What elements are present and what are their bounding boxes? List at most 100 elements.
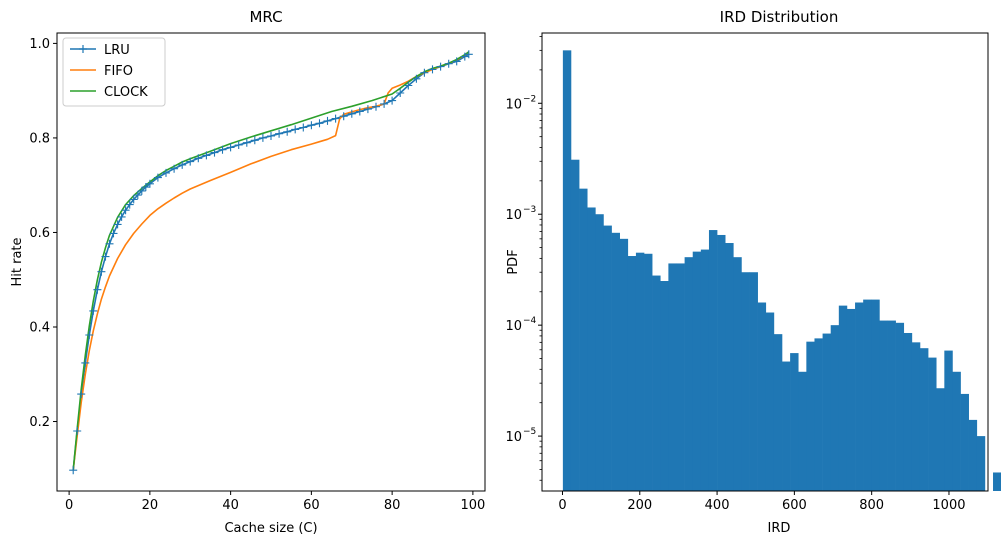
histogram-bar bbox=[668, 263, 677, 491]
histogram-bar bbox=[838, 305, 848, 491]
legend-lru-label: LRU bbox=[104, 43, 130, 58]
y-tick-label: 10 bbox=[505, 319, 522, 334]
histogram-bar bbox=[936, 388, 945, 491]
lru-point-marker bbox=[117, 212, 126, 221]
lru-point-marker bbox=[404, 81, 413, 90]
lru-point-marker bbox=[242, 138, 251, 147]
histogram-bar bbox=[806, 341, 815, 491]
histogram-bar bbox=[579, 188, 588, 491]
lru-point-marker bbox=[315, 119, 324, 128]
y-tick-label: 0.2 bbox=[29, 415, 50, 430]
x-tick-label: 20 bbox=[142, 498, 159, 513]
lru-point-marker bbox=[109, 229, 118, 238]
lru-point-marker bbox=[291, 125, 300, 134]
mrc-legend: LRU FIFO CLOCK bbox=[62, 37, 166, 107]
ird-axes-frame bbox=[541, 32, 989, 492]
histogram-bar bbox=[968, 419, 978, 491]
histogram-bar bbox=[928, 357, 937, 491]
legend-fifo-label: FIFO bbox=[104, 64, 133, 79]
histogram-bar bbox=[887, 320, 896, 491]
legend-clock-label: CLOCK bbox=[104, 85, 148, 100]
histogram-bar bbox=[960, 393, 969, 491]
lru-point-marker bbox=[77, 390, 86, 399]
histogram-bar bbox=[782, 361, 791, 491]
histogram-bar bbox=[708, 230, 718, 492]
lru-point-marker bbox=[97, 267, 106, 276]
lru-point-marker bbox=[93, 285, 102, 294]
lru-point-marker bbox=[202, 151, 211, 160]
y-tick-exponent: −3 bbox=[523, 205, 536, 215]
lru-point-marker bbox=[275, 129, 284, 138]
ird-y-ticks: 10−510−410−310−2 bbox=[505, 36, 542, 481]
histogram-bar bbox=[773, 334, 783, 491]
histogram-bar bbox=[611, 232, 620, 492]
histogram-bar bbox=[911, 342, 921, 491]
mrc-axes-frame bbox=[56, 32, 486, 492]
histogram-bar bbox=[895, 322, 905, 491]
lru-point-marker bbox=[89, 306, 98, 315]
y-tick-label: 1.0 bbox=[29, 37, 50, 52]
lru-point-marker bbox=[170, 164, 179, 173]
mrc-y-axis-label: Hit rate bbox=[10, 237, 25, 286]
lru-point-marker bbox=[226, 143, 235, 152]
lru-point-marker bbox=[194, 154, 203, 163]
lru-point-marker bbox=[101, 252, 110, 261]
ird-x-axis-label: IRD bbox=[768, 521, 791, 536]
mrc-y-ticks: 0.2 0.4 0.6 0.8 1.0 bbox=[29, 37, 57, 430]
lru-point-marker bbox=[178, 160, 187, 169]
histogram-bar bbox=[871, 299, 880, 491]
lru-point-marker bbox=[428, 65, 437, 74]
histogram-bar bbox=[627, 256, 637, 491]
histogram-bar bbox=[822, 333, 832, 491]
lru-point-marker bbox=[137, 186, 146, 195]
histogram-bar bbox=[595, 214, 604, 491]
lru-point-marker bbox=[331, 114, 340, 123]
legend-lru-marker bbox=[79, 45, 87, 53]
y-tick-label: 10 bbox=[505, 97, 522, 112]
lru-point-marker bbox=[396, 89, 405, 97]
lru-point-marker bbox=[299, 123, 308, 132]
y-tick-label: 10 bbox=[505, 208, 522, 223]
lru-point-marker bbox=[412, 74, 421, 83]
lru-point-marker bbox=[372, 102, 380, 111]
lru-point-marker bbox=[283, 127, 292, 136]
lru-point-marker bbox=[153, 173, 162, 182]
lru-point-marker bbox=[121, 206, 130, 215]
histogram-bar bbox=[644, 253, 653, 491]
ird-chart: IRD Distribution 0 200 400 600 800 1000 10 −51… bbox=[505, 8, 1001, 536]
histogram-bar bbox=[814, 338, 823, 491]
histogram-bar bbox=[790, 353, 799, 491]
lru-point-marker bbox=[388, 96, 397, 105]
histogram-bar bbox=[952, 371, 961, 491]
y-tick-exponent: −4 bbox=[523, 316, 537, 326]
histogram-bar bbox=[562, 50, 572, 491]
ird-histogram-bars bbox=[562, 50, 1001, 492]
histogram-bar bbox=[676, 263, 685, 491]
series-line-lru bbox=[72, 53, 470, 471]
mrc-lru-markers bbox=[69, 50, 473, 475]
histogram-bar bbox=[603, 225, 612, 491]
x-tick-label: 40 bbox=[222, 498, 239, 513]
x-tick-label: 60 bbox=[303, 498, 320, 513]
lru-point-marker bbox=[141, 183, 150, 192]
x-tick-label: 1000 bbox=[932, 498, 965, 513]
histogram-bar bbox=[717, 234, 726, 491]
histogram-bar bbox=[798, 371, 807, 491]
mrc-title: MRC bbox=[249, 8, 282, 26]
histogram-bar bbox=[976, 436, 986, 491]
lru-point-marker bbox=[452, 57, 461, 66]
histogram-bar bbox=[846, 308, 856, 491]
lru-point-marker bbox=[81, 358, 90, 367]
lru-point-marker bbox=[347, 109, 356, 118]
histogram-bar bbox=[993, 472, 1001, 491]
x-tick-label: 600 bbox=[782, 498, 807, 513]
histogram-bar bbox=[733, 257, 742, 491]
ird-y-axis-label: PDF bbox=[506, 249, 521, 274]
lru-point-marker bbox=[234, 141, 243, 149]
histogram-bar bbox=[700, 249, 710, 491]
x-tick-label: 0 bbox=[65, 498, 73, 513]
histogram-bar bbox=[944, 350, 953, 491]
series-line-clock bbox=[72, 51, 470, 471]
y-tick-label: 0.6 bbox=[29, 226, 50, 241]
lru-point-marker bbox=[436, 62, 445, 71]
